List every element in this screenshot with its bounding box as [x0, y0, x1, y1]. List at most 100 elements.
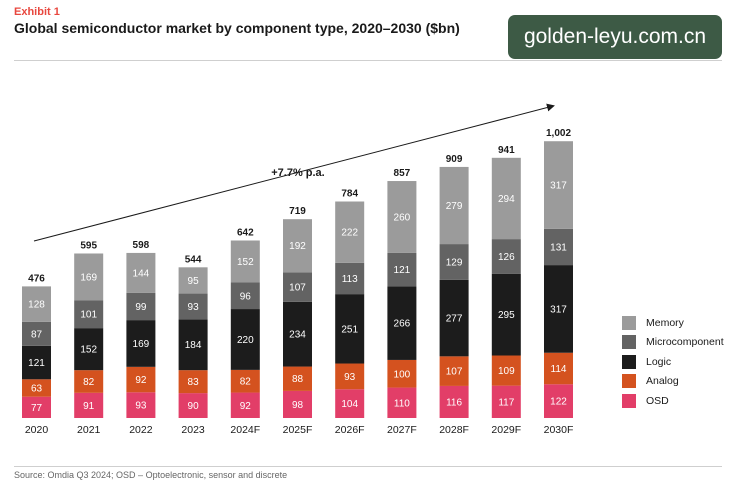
bar-logic-2027f [387, 286, 417, 360]
data-label-analog-2020: 63 [31, 383, 43, 394]
x-tick-label-2029f: 2029F [491, 424, 521, 436]
legend-label-microcomponent: Microcomponent [646, 336, 724, 349]
total-label-2030f: 1,002 [546, 128, 571, 139]
bar-analog-2021 [74, 370, 104, 393]
growth-annotation: +7.7% p.a. [271, 167, 325, 179]
legend-item-microcomponent: Microcomponent [622, 333, 724, 353]
legend-label-memory: Memory [646, 316, 684, 329]
bar-logic-2024f [230, 309, 260, 370]
bar-memory-2023 [178, 267, 208, 294]
bar-logic-2025f [283, 301, 312, 367]
data-label-osd-2027f: 110 [394, 398, 410, 409]
bar-analog-2024f [230, 369, 260, 393]
data-label-memory-2024f: 152 [237, 257, 254, 268]
total-label-2029f: 941 [498, 145, 515, 156]
data-label-osd-2021: 91 [83, 401, 95, 412]
total-label-2027f: 857 [394, 168, 411, 179]
data-label-analog-2027f: 100 [394, 369, 411, 380]
legend: Memory Microcomponent Logic Analog OSD [622, 313, 724, 411]
source-note: Source: Omdia Q3 2024; OSD – Optoelectro… [14, 470, 288, 480]
bar-osd-2023 [178, 393, 208, 418]
data-label-microcomponent-2027f: 121 [394, 265, 411, 276]
legend-swatch-analog [622, 374, 636, 389]
bar-logic-2029f [491, 273, 521, 356]
data-label-osd-2022: 93 [135, 401, 147, 412]
data-label-logic-2020: 121 [28, 358, 45, 369]
bar-osd-2024f [230, 392, 260, 418]
data-label-memory-2028f: 279 [446, 201, 463, 212]
data-label-logic-2027f: 266 [394, 319, 411, 330]
bar-microcomponent-2023 [178, 293, 208, 320]
legend-item-analog: Analog [622, 372, 724, 392]
data-label-microcomponent-2024f: 96 [240, 291, 252, 302]
x-tick-label-2021: 2021 [77, 424, 101, 436]
data-label-microcomponent-2022: 99 [135, 302, 147, 313]
x-tick-label-2030f: 2030F [544, 424, 574, 436]
bar-memory-2022 [126, 252, 156, 293]
data-label-analog-2029f: 109 [498, 366, 515, 377]
data-label-microcomponent-2020: 87 [31, 329, 43, 340]
total-label-2025f: 719 [289, 206, 306, 217]
bar-osd-2030f [544, 384, 573, 418]
data-label-osd-2024f: 92 [240, 401, 252, 412]
legend-label-analog: Analog [646, 375, 679, 388]
data-label-microcomponent-2029f: 126 [498, 252, 515, 263]
bar-microcomponent-2022 [126, 292, 156, 321]
bar-logic-2028f [439, 279, 469, 357]
bar-osd-2021 [74, 392, 104, 418]
data-label-microcomponent-2026f: 113 [342, 274, 358, 285]
data-label-memory-2025f: 192 [289, 241, 306, 252]
data-label-memory-2029f: 294 [498, 194, 515, 205]
data-label-microcomponent-2023: 93 [188, 302, 200, 313]
x-tick-label-2027f: 2027F [387, 424, 417, 436]
total-label-2020: 476 [28, 273, 45, 284]
exhibit-label: Exhibit 1 [14, 6, 60, 18]
data-label-logic-2023: 184 [185, 340, 202, 351]
total-label-2024f: 642 [237, 227, 254, 238]
x-tick-label-2028f: 2028F [439, 424, 469, 436]
bar-logic-2023 [178, 319, 208, 371]
bar-logic-2030f [544, 265, 573, 353]
bar-analog-2028f [439, 356, 469, 386]
bar-microcomponent-2026f [335, 262, 365, 295]
data-label-memory-2027f: 260 [394, 212, 411, 223]
data-label-osd-2029f: 117 [498, 397, 514, 408]
bar-memory-2020 [22, 286, 51, 322]
data-label-microcomponent-2028f: 129 [446, 257, 463, 268]
data-label-logic-2028f: 277 [446, 314, 463, 325]
data-label-logic-2029f: 295 [498, 310, 515, 321]
bar-analog-2025f [283, 366, 312, 391]
bar-osd-2025f [283, 390, 312, 418]
bar-osd-2020 [22, 396, 51, 418]
bar-analog-2022 [126, 366, 156, 393]
data-label-microcomponent-2030f: 131 [550, 242, 567, 253]
bar-microcomponent-2024f [230, 282, 260, 310]
bar-memory-2026f [335, 201, 365, 263]
legend-label-osd: OSD [646, 394, 669, 407]
data-label-memory-2022: 144 [133, 268, 150, 279]
bar-memory-2025f [283, 219, 312, 273]
watermark-badge: golden-leyu.com.cn [508, 15, 722, 59]
data-label-osd-2025f: 98 [292, 400, 304, 411]
data-label-logic-2021: 152 [80, 345, 97, 356]
bar-microcomponent-2021 [74, 300, 104, 329]
data-label-osd-2023: 90 [188, 401, 200, 412]
data-label-analog-2021: 82 [83, 377, 95, 388]
bar-microcomponent-2028f [439, 244, 469, 280]
data-label-logic-2022: 169 [133, 339, 150, 350]
x-tick-label-2022: 2022 [129, 424, 153, 436]
growth-arrow [33, 103, 555, 242]
legend-label-logic: Logic [646, 355, 672, 368]
data-label-memory-2020: 128 [28, 300, 45, 311]
x-tick-label-2026f: 2026F [335, 424, 365, 436]
bar-osd-2028f [439, 385, 469, 418]
bar-osd-2022 [126, 392, 156, 418]
legend-item-osd: OSD [622, 391, 724, 411]
data-label-logic-2024f: 220 [237, 335, 254, 346]
bar-analog-2023 [178, 370, 208, 394]
total-label-2022: 598 [133, 240, 150, 251]
bar-analog-2029f [491, 355, 521, 386]
bar-microcomponent-2030f [544, 228, 573, 266]
x-tick-label-2024f: 2024F [230, 424, 260, 436]
